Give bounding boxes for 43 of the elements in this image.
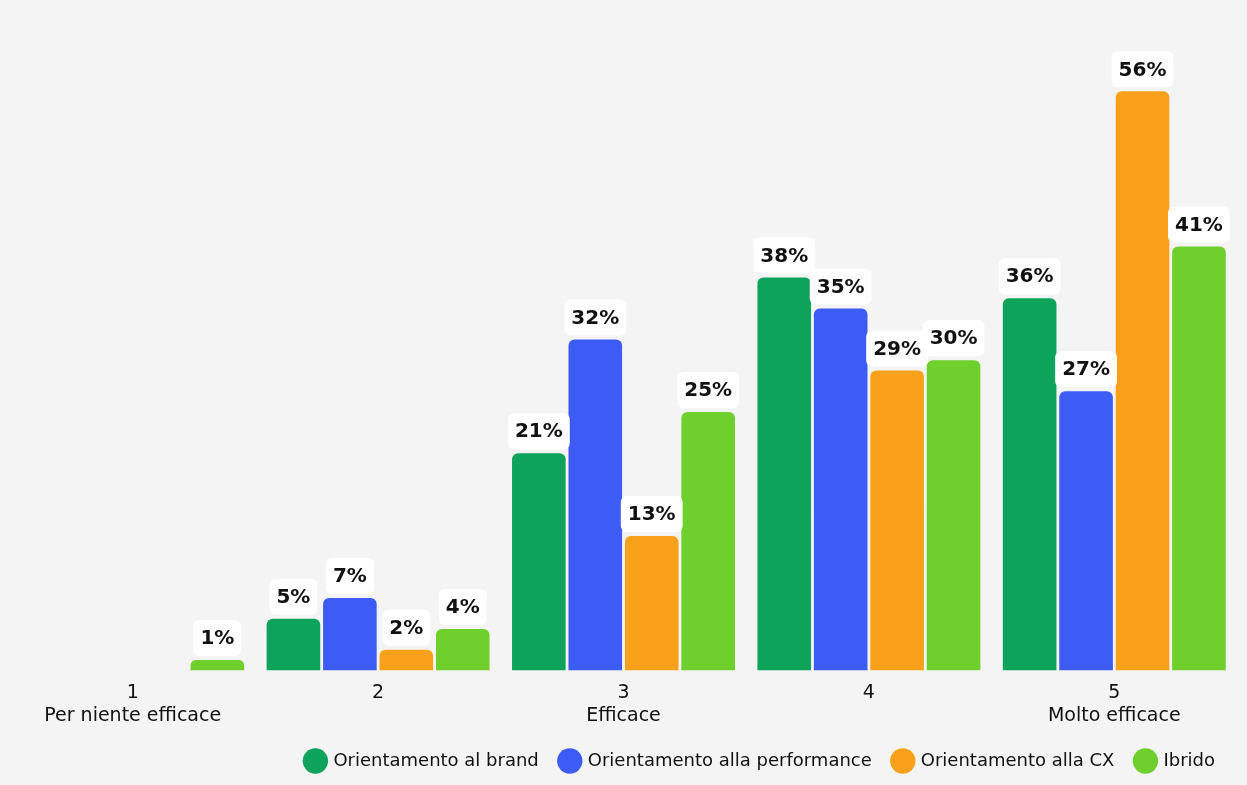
bar (926, 360, 981, 671)
data-label: 13% (627, 501, 676, 526)
data-label: 2% (389, 614, 424, 639)
data-label: 7% (332, 563, 367, 588)
bar (813, 308, 868, 671)
legend-label: Orientamento al brand (333, 748, 539, 770)
bar (1059, 391, 1113, 671)
bar (870, 370, 924, 671)
x-tick-label: 2 (372, 679, 385, 702)
data-label: 29% (873, 335, 922, 360)
bar (379, 649, 434, 671)
data-label: 21% (514, 418, 563, 443)
x-tick-label: 3 Efficace (586, 679, 661, 725)
bar (624, 535, 679, 671)
bar (757, 277, 812, 671)
data-label: 30% (929, 325, 978, 350)
bar (1002, 298, 1057, 671)
bar (568, 339, 623, 671)
bar (323, 598, 377, 671)
data-label: 56% (1118, 56, 1167, 81)
data-label: 41% (1175, 211, 1223, 236)
data-label: 35% (816, 273, 865, 298)
legend-label: Ibrido (1163, 748, 1215, 770)
data-label: 25% (684, 377, 733, 402)
bar (1172, 246, 1226, 671)
data-label: 38% (760, 242, 809, 267)
data-label: 4% (445, 594, 480, 619)
x-tick-label: 4 (862, 679, 875, 702)
legend-label: Orientamento alla performance (587, 748, 872, 770)
bar (266, 618, 321, 671)
bar (435, 629, 490, 671)
data-label: 36% (1005, 263, 1054, 288)
data-label: 32% (571, 304, 620, 329)
bar (681, 411, 735, 671)
bar (190, 660, 245, 671)
data-label: 5% (276, 583, 311, 608)
legend-label: Orientamento alla CX (920, 748, 1115, 770)
x-tick-label: 1 Per niente efficace (44, 679, 222, 725)
bar (1115, 91, 1170, 671)
bar (512, 453, 566, 671)
data-label: 27% (1062, 356, 1111, 381)
x-tick-label: 5 Molto efficace (1047, 679, 1181, 725)
data-label: 1% (200, 625, 235, 650)
